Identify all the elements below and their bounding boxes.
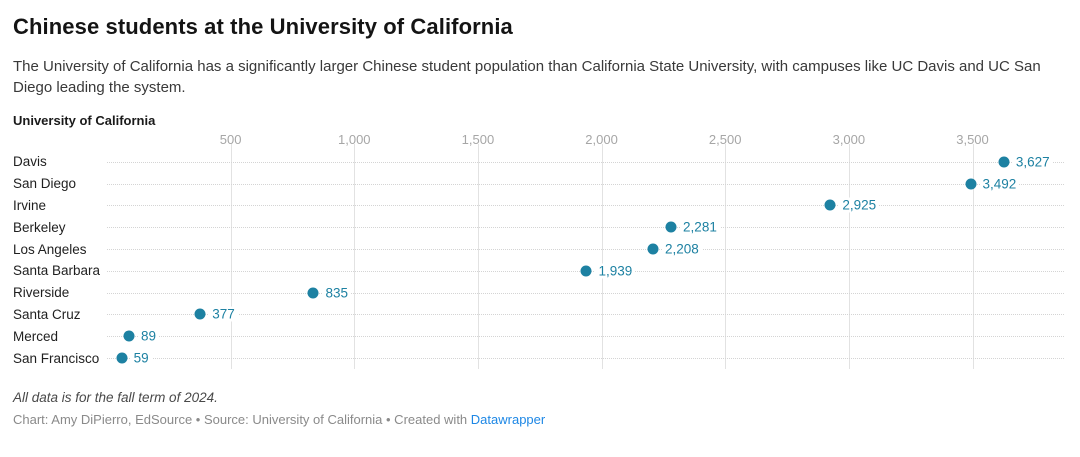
x-tick-label: 2,500 <box>708 132 742 147</box>
value-label: 89 <box>138 328 160 344</box>
chart-description: The University of California has a signi… <box>13 58 1041 96</box>
category-label: Los Angeles <box>13 241 87 257</box>
row-track: 2,208 <box>107 238 1064 260</box>
value-label: 2,925 <box>839 197 880 213</box>
data-dot[interactable] <box>194 308 206 320</box>
value-label: 2,208 <box>662 241 702 257</box>
category-label: Merced <box>13 328 59 344</box>
data-dot[interactable] <box>116 352 128 364</box>
plot-rows: Davis 3,627 San Diego 3,492 Irvine 2,925 Berke… <box>13 151 1064 369</box>
category-label: San Francisco <box>13 350 100 366</box>
data-dot[interactable] <box>965 178 977 190</box>
leader-line <box>107 227 1064 229</box>
value-label: 3,627 <box>1012 154 1053 170</box>
row-track: 1,939 <box>107 260 1064 282</box>
category-label: Santa Cruz <box>13 306 81 322</box>
x-tick-label: 1,000 <box>338 132 371 147</box>
dot-plot: 500 1,000 1,500 2,000 2,500 3,000 3,500 Davis 3… <box>13 132 1064 369</box>
data-dot[interactable] <box>123 330 135 342</box>
leader-line <box>107 249 1064 251</box>
row-track: 3,627 <box>107 151 1064 173</box>
category-label: Irvine <box>13 197 47 213</box>
table-row: Berkeley 2,281 <box>13 216 1064 238</box>
table-row: Santa Cruz 377 <box>13 304 1064 326</box>
datawrapper-link[interactable]: Datawrapper <box>470 411 546 427</box>
category-label: Berkeley <box>13 219 66 235</box>
table-row: San Francisco 59 <box>13 347 1064 369</box>
table-row: Los Angeles 2,208 <box>13 238 1064 260</box>
chart-byline: Chart: Amy DiPierro, EdSource • Source: … <box>13 412 1064 427</box>
category-label: Riverside <box>13 285 70 301</box>
chart-title: Chinese students at the University of Ca… <box>13 14 513 39</box>
x-tick-label: 1,500 <box>461 132 495 147</box>
data-dot[interactable] <box>307 287 319 299</box>
x-tick-label: 500 <box>219 132 242 147</box>
row-track: 2,925 <box>107 195 1064 217</box>
leader-line <box>107 336 1064 338</box>
group-label: University of California <box>13 113 156 128</box>
byline-text: Chart: Amy DiPierro, EdSource • Source: … <box>13 411 471 427</box>
category-label: Santa Barbara <box>13 263 101 279</box>
table-row: Santa Barbara 1,939 <box>13 260 1064 282</box>
plot-body: Davis 3,627 San Diego 3,492 Irvine 2,925 Berke… <box>13 144 1064 369</box>
value-label: 3,492 <box>979 176 1020 192</box>
x-tick-label: 2,000 <box>585 132 618 147</box>
leader-line <box>107 314 1064 316</box>
data-dot[interactable] <box>998 156 1010 168</box>
x-axis: 500 1,000 1,500 2,000 2,500 3,000 3,500 <box>107 132 1064 151</box>
category-label: San Diego <box>13 176 77 192</box>
row-track: 89 <box>107 325 1064 347</box>
data-dot[interactable] <box>824 199 836 211</box>
table-row: Merced 89 <box>13 325 1064 347</box>
category-label: Davis <box>13 154 47 170</box>
value-label: 835 <box>322 285 352 301</box>
data-dot[interactable] <box>580 265 592 277</box>
data-dot[interactable] <box>647 243 659 255</box>
value-label: 377 <box>209 306 238 322</box>
leader-line <box>107 292 1064 294</box>
table-row: Davis 3,627 <box>13 151 1064 173</box>
table-row: San Diego 3,492 <box>13 173 1064 195</box>
row-track: 377 <box>107 304 1064 326</box>
row-track: 59 <box>107 347 1064 369</box>
x-tick-label: 3,000 <box>832 132 866 147</box>
value-label: 1,939 <box>595 263 636 279</box>
leader-line <box>107 358 1064 360</box>
row-track: 3,492 <box>107 173 1064 195</box>
row-track: 2,281 <box>107 216 1064 238</box>
row-track: 835 <box>107 282 1064 304</box>
leader-line <box>107 205 1064 207</box>
chart-note: All data is for the fall term of 2024. <box>13 389 218 405</box>
x-tick-label: 3,500 <box>956 132 989 147</box>
table-row: Irvine 2,925 <box>13 195 1064 217</box>
data-dot[interactable] <box>665 221 677 233</box>
leader-line <box>107 161 1064 163</box>
value-label: 2,281 <box>680 219 720 235</box>
leader-line <box>107 183 1064 185</box>
value-label: 59 <box>130 350 152 366</box>
table-row: Riverside 835 <box>13 282 1064 304</box>
